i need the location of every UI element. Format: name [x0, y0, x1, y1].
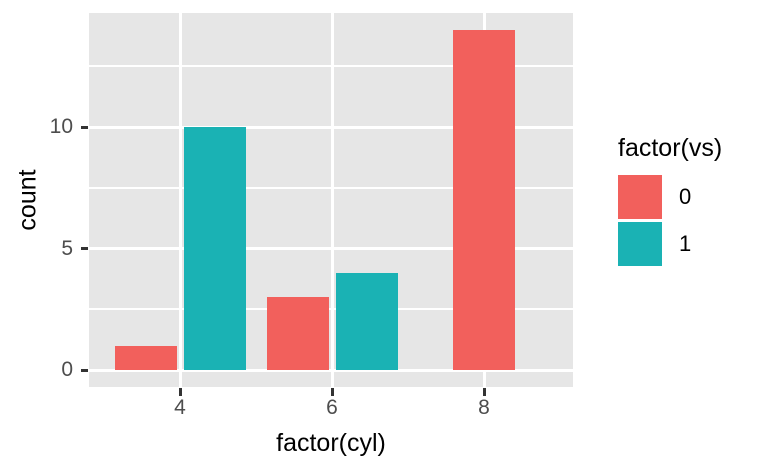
- y-tick-label: 10: [49, 115, 73, 138]
- x-tick-mark: [330, 388, 334, 396]
- bar-cyl6-vs1: [335, 272, 398, 370]
- legend: factor(vs) 0 1: [618, 135, 722, 269]
- x-tick-label: 8: [478, 396, 490, 419]
- plot-panel: [89, 13, 573, 387]
- x-axis-title: factor(cyl): [276, 429, 386, 457]
- legend-label-vs0: 0: [679, 184, 692, 209]
- y-tick-label: 5: [61, 236, 73, 260]
- bar-cyl6-vs0: [266, 297, 329, 370]
- x-tick-mark: [482, 388, 486, 396]
- bar-cyl4-vs1: [183, 127, 246, 370]
- legend-swatch-vs1: [618, 222, 662, 266]
- y-tick-mark: [81, 368, 88, 372]
- x-tick-label: 4: [174, 396, 186, 419]
- x-tick-label: 6: [326, 396, 338, 419]
- legend-label-vs1: 1: [679, 231, 692, 256]
- legend-title: factor(vs): [618, 134, 723, 162]
- legend-item: 1: [618, 222, 722, 266]
- bar-cyl4-vs0: [114, 345, 177, 370]
- bar-cyl8-vs0: [453, 29, 515, 370]
- gridline-major-x-6: [330, 13, 334, 387]
- legend-item: 0: [618, 175, 722, 219]
- y-tick-mark: [81, 247, 88, 250]
- y-axis-title: count: [13, 169, 42, 231]
- y-tick-label: 0: [61, 358, 73, 381]
- x-tick-mark: [178, 388, 182, 396]
- legend-swatch-vs0: [618, 175, 662, 219]
- gridline-major-x-4: [178, 13, 182, 387]
- y-tick-mark: [81, 125, 88, 129]
